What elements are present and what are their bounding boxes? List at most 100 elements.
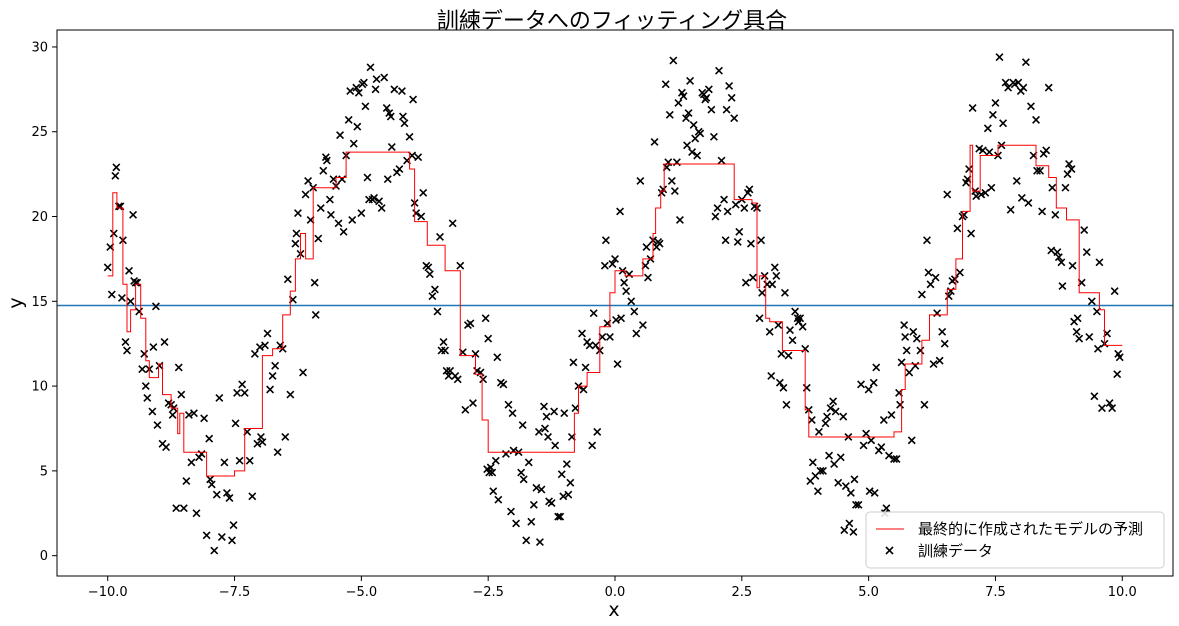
scatter-point (1026, 102, 1035, 111)
scatter-point (916, 346, 925, 355)
scatter-point (182, 477, 191, 486)
scatter-point (419, 188, 428, 197)
scatter-point (371, 85, 380, 94)
scatter-point (271, 361, 280, 370)
scatter-point (499, 380, 508, 389)
scatter-point (796, 314, 805, 323)
scatter-point (902, 346, 911, 355)
scatter-point (905, 368, 914, 377)
scatter-point (741, 278, 750, 287)
scatter-point (877, 443, 886, 452)
axes: −10.0 −7.5 −5.0 −2.5 0.0 2.5 5.0 7.5 10.0 0 5 10 15 2… (31, 29, 1174, 600)
scatter-point (689, 120, 698, 129)
scatter-point (622, 287, 631, 296)
scatter-point (354, 88, 363, 97)
scatter-point (672, 158, 681, 167)
scatter-point (709, 132, 718, 141)
scatter-point (283, 275, 292, 284)
scatter-point (1044, 83, 1053, 92)
scatter-point (720, 195, 729, 204)
scatter-point (233, 388, 242, 397)
scatter-point (179, 504, 188, 513)
scatter-point (225, 494, 234, 502)
scatter-point (398, 112, 407, 121)
scatter-point (1017, 193, 1026, 202)
scatter-point (768, 280, 777, 289)
scatter-point (372, 75, 381, 84)
scatter-point (890, 455, 898, 463)
scatter-point (872, 363, 881, 372)
scatter-point (126, 297, 135, 306)
scatter-point (782, 400, 791, 409)
scatter-point (299, 368, 307, 377)
scatter-point (667, 176, 676, 185)
scatter-point (978, 146, 987, 155)
scatter-point (933, 309, 942, 318)
scatter-point (1048, 183, 1057, 192)
scatter-point (550, 407, 559, 416)
scatter-point (849, 527, 858, 536)
scatter-point (1098, 404, 1106, 413)
scatter-point (579, 385, 588, 394)
scatter-point (611, 254, 619, 263)
scatter-point (879, 416, 888, 424)
scatter-point (814, 427, 823, 436)
scatter-point (151, 302, 160, 311)
scatter-point (375, 197, 384, 206)
scatter-point (1067, 165, 1076, 174)
scatter-point (1047, 246, 1056, 255)
scatter-point (802, 383, 811, 392)
legend-entry-prediction: 最終的に作成されたモデルの予測 (918, 520, 1143, 538)
scatter-point (1075, 334, 1084, 343)
scatter-point (912, 334, 921, 343)
scatter-point (786, 326, 794, 335)
scatter-point (266, 385, 275, 394)
scatter-point (430, 285, 439, 294)
scatter-point (578, 329, 586, 338)
scatter-point (439, 338, 448, 346)
scatter-point (456, 261, 465, 270)
scatter-point (988, 110, 997, 119)
scatter-point (149, 343, 158, 352)
scatter-point (935, 356, 944, 365)
y-tick-label: 25 (31, 125, 48, 140)
scatter-point (140, 349, 149, 358)
scatter-point (541, 424, 549, 433)
scatter-point (109, 229, 118, 238)
scatter-point (197, 449, 206, 458)
scatter-point (830, 460, 839, 469)
scatter-point (823, 412, 832, 421)
scatter-point (273, 448, 282, 457)
scatter-point (466, 319, 475, 328)
scatter-point (409, 95, 418, 104)
scatter-point (240, 388, 249, 397)
scatter-point (593, 427, 602, 436)
scatter-point (491, 456, 500, 465)
scatter-point (148, 407, 157, 416)
scatter-point (715, 66, 723, 75)
scatter-point (481, 314, 490, 323)
scatter-point (772, 271, 781, 280)
scatter-point (1021, 58, 1030, 67)
scatter-point (938, 327, 947, 336)
scatter-point (501, 449, 510, 458)
scatter-point (253, 439, 262, 448)
scatter-point (346, 87, 355, 96)
scatter-point (210, 546, 219, 555)
scatter-point (661, 80, 670, 89)
scatter-point (840, 526, 849, 535)
scatter-point (892, 455, 901, 463)
scatter-point (777, 349, 786, 358)
scatter-point (1033, 166, 1042, 175)
scatter-point (813, 487, 822, 496)
scatter-point (571, 404, 580, 413)
scatter-point (507, 507, 515, 516)
scatter-point (424, 263, 433, 272)
prediction-line (107, 144, 1123, 477)
scatter-point (189, 409, 198, 418)
scatter-point (314, 234, 323, 243)
scatter-point (650, 137, 659, 146)
scatter-point (187, 458, 196, 467)
scatter-point (143, 393, 152, 402)
scatter-point (664, 158, 673, 167)
